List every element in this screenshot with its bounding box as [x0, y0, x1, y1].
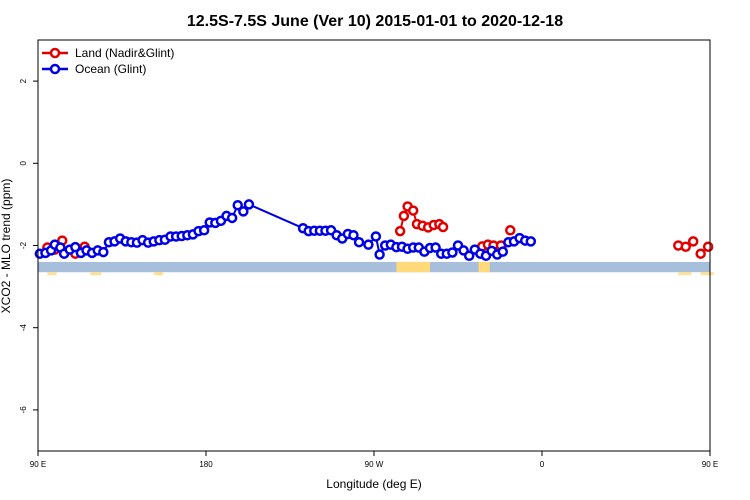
x-axis: 90 E 180 90 W 0 90 E: [30, 451, 718, 469]
x-tick-label: 90 W: [365, 460, 384, 469]
chart-title: 12.5S-7.5S June (Ver 10) 2015-01-01 to 2…: [187, 13, 563, 30]
ocean-point: [363, 239, 374, 250]
ocean-point: [447, 247, 458, 258]
land-speck: [47, 272, 57, 276]
land-point: [394, 225, 406, 237]
legend: Land (Nadir&Glint) Ocean (Glint): [42, 46, 174, 76]
land-speck: [157, 272, 162, 276]
ocean-band: [38, 261, 710, 273]
series-points: [34, 199, 714, 262]
ocean-point: [198, 225, 210, 236]
ocean-point: [98, 246, 109, 258]
x-tick-label: 90 E: [30, 460, 46, 469]
x-tick-label: 0: [540, 460, 545, 469]
land-point: [695, 248, 706, 259]
ocean-point: [232, 199, 243, 211]
legend-marker: [49, 63, 61, 75]
land-speck: [678, 272, 692, 276]
land-point: [437, 221, 449, 233]
ocean-point: [243, 199, 255, 210]
y-tick-label: -2: [19, 241, 28, 249]
ocean-point: [525, 236, 537, 247]
ocean-point: [348, 229, 359, 241]
land-segment: [478, 261, 490, 273]
x-tick-label: 180: [199, 460, 213, 469]
legend-label: Ocean (Glint): [75, 62, 146, 76]
ocean-point: [497, 246, 509, 257]
ocean-point: [353, 236, 365, 248]
y-tick-label: -4: [19, 324, 28, 332]
landmask-band: [38, 261, 714, 276]
y-axis-label: XCO2 - MLO trend (ppm): [0, 179, 13, 314]
y-tick-label: 0: [19, 161, 28, 166]
land-point: [505, 225, 516, 236]
ocean-point: [374, 249, 385, 260]
land-speck: [90, 272, 102, 276]
y-axis: 2 0 -2 -4 -6: [19, 78, 38, 413]
legend-label: Land (Nadir&Glint): [75, 46, 174, 60]
y-tick-label: 2: [19, 78, 28, 83]
x-axis-label: Longitude (deg E): [326, 477, 421, 491]
ocean-point: [226, 212, 238, 224]
y-tick-label: -6: [19, 406, 28, 414]
land-point: [398, 210, 410, 222]
land-point: [680, 241, 691, 252]
land-point: [407, 205, 419, 216]
land-point: [702, 241, 714, 252]
land-speck: [700, 272, 714, 276]
x-tick-label: 90 E: [702, 460, 718, 469]
land-point: [687, 236, 699, 247]
ocean-point: [463, 250, 475, 262]
ocean-point: [370, 231, 382, 242]
legend-marker: [49, 47, 61, 59]
land-segment: [396, 261, 430, 273]
ocean-point: [430, 242, 441, 253]
ocean-point: [238, 206, 249, 217]
